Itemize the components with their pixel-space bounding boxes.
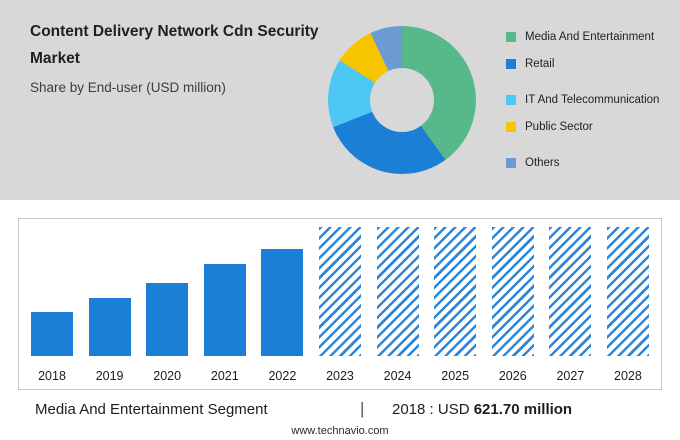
year-label: 2018 <box>38 369 66 383</box>
bar-column: 2026 <box>491 227 534 383</box>
legend-label: Retail <box>525 57 555 70</box>
year-label: 2024 <box>383 369 412 383</box>
legend-swatch-icon <box>506 32 516 42</box>
value-bar <box>88 297 131 356</box>
year-label: 2028 <box>614 369 642 383</box>
legend-swatch-icon <box>506 95 516 106</box>
forecast-bar <box>318 227 361 356</box>
legend-swatch-icon <box>506 58 516 69</box>
legend-item: Others <box>506 156 671 172</box>
donut-legend: Media And Entertainment Retail IT And Tele… <box>506 30 671 183</box>
year-label: 2019 <box>95 369 124 383</box>
segment-label: Media And Entertainment Segment <box>35 401 268 418</box>
year-label: 2026 <box>498 369 527 383</box>
forecast-bar <box>491 227 534 356</box>
forecast-bar <box>376 227 419 356</box>
legend-swatch-icon <box>506 121 516 132</box>
bar-column: 2020 <box>146 227 189 383</box>
legend-item: Retail <box>506 57 671 73</box>
bar-column: 2027 <box>549 227 592 383</box>
year-label: 2021 <box>210 369 239 383</box>
forecast-bar <box>434 227 477 356</box>
footer-row: Media And Entertainment Segment | 2018 :… <box>0 398 680 422</box>
value-bar <box>146 283 189 356</box>
bar-column: 2019 <box>88 227 131 383</box>
forecast-bar <box>549 227 592 356</box>
donut-chart <box>328 26 476 174</box>
year-label: 2020 <box>153 369 182 383</box>
value-bar <box>31 312 73 356</box>
chart-subtitle: Share by End-user (USD million) <box>30 80 226 95</box>
value-bar <box>261 248 304 356</box>
legend-swatch-icon <box>506 158 516 169</box>
segment-value-prefix: 2018 : USD <box>392 401 470 418</box>
legend-label: Others <box>525 157 560 170</box>
year-label: 2022 <box>268 369 297 383</box>
year-label: 2025 <box>441 369 470 383</box>
website-url: www.technavio.com <box>291 425 389 437</box>
legend-item: IT And Telecommunication <box>506 93 671 109</box>
segment-value-bold: 621.70 million <box>473 401 573 418</box>
segment-value: 2018 : USD 621.70 million <box>392 401 572 418</box>
bar-column: 2023 <box>318 227 361 383</box>
page-title: Content Delivery Network Cdn Security Ma… <box>30 23 319 68</box>
legend-item: Media And Entertainment <box>506 30 671 46</box>
legend-label: Public Sector <box>525 120 593 133</box>
year-label: 2027 <box>556 369 585 383</box>
legend-label: IT And Telecommunication <box>525 94 660 107</box>
bar-column: 2024 <box>376 227 419 383</box>
forecast-bar <box>606 227 649 356</box>
bar-column: 2021 <box>203 227 246 383</box>
footer-divider: | <box>360 399 365 418</box>
bar-column: 2018 <box>31 227 73 383</box>
value-bar <box>203 263 246 356</box>
legend-item: Public Sector <box>506 120 671 136</box>
bar-column: 2028 <box>606 227 649 383</box>
bar-chart-panel: 2018 2019 2020 2021 2022 2023 2024 2025 2026 2027… <box>18 218 662 390</box>
legend-label: Media And Entertainment <box>525 31 655 43</box>
bar-column: 2025 <box>434 227 477 383</box>
bar-chart: 2018 2019 2020 2021 2022 2023 2024 2025 2026 2027… <box>31 227 649 383</box>
header-panel: Content Delivery Network Cdn Security Ma… <box>0 0 680 200</box>
year-label: 2023 <box>326 369 354 383</box>
bar-column: 2022 <box>261 227 304 383</box>
